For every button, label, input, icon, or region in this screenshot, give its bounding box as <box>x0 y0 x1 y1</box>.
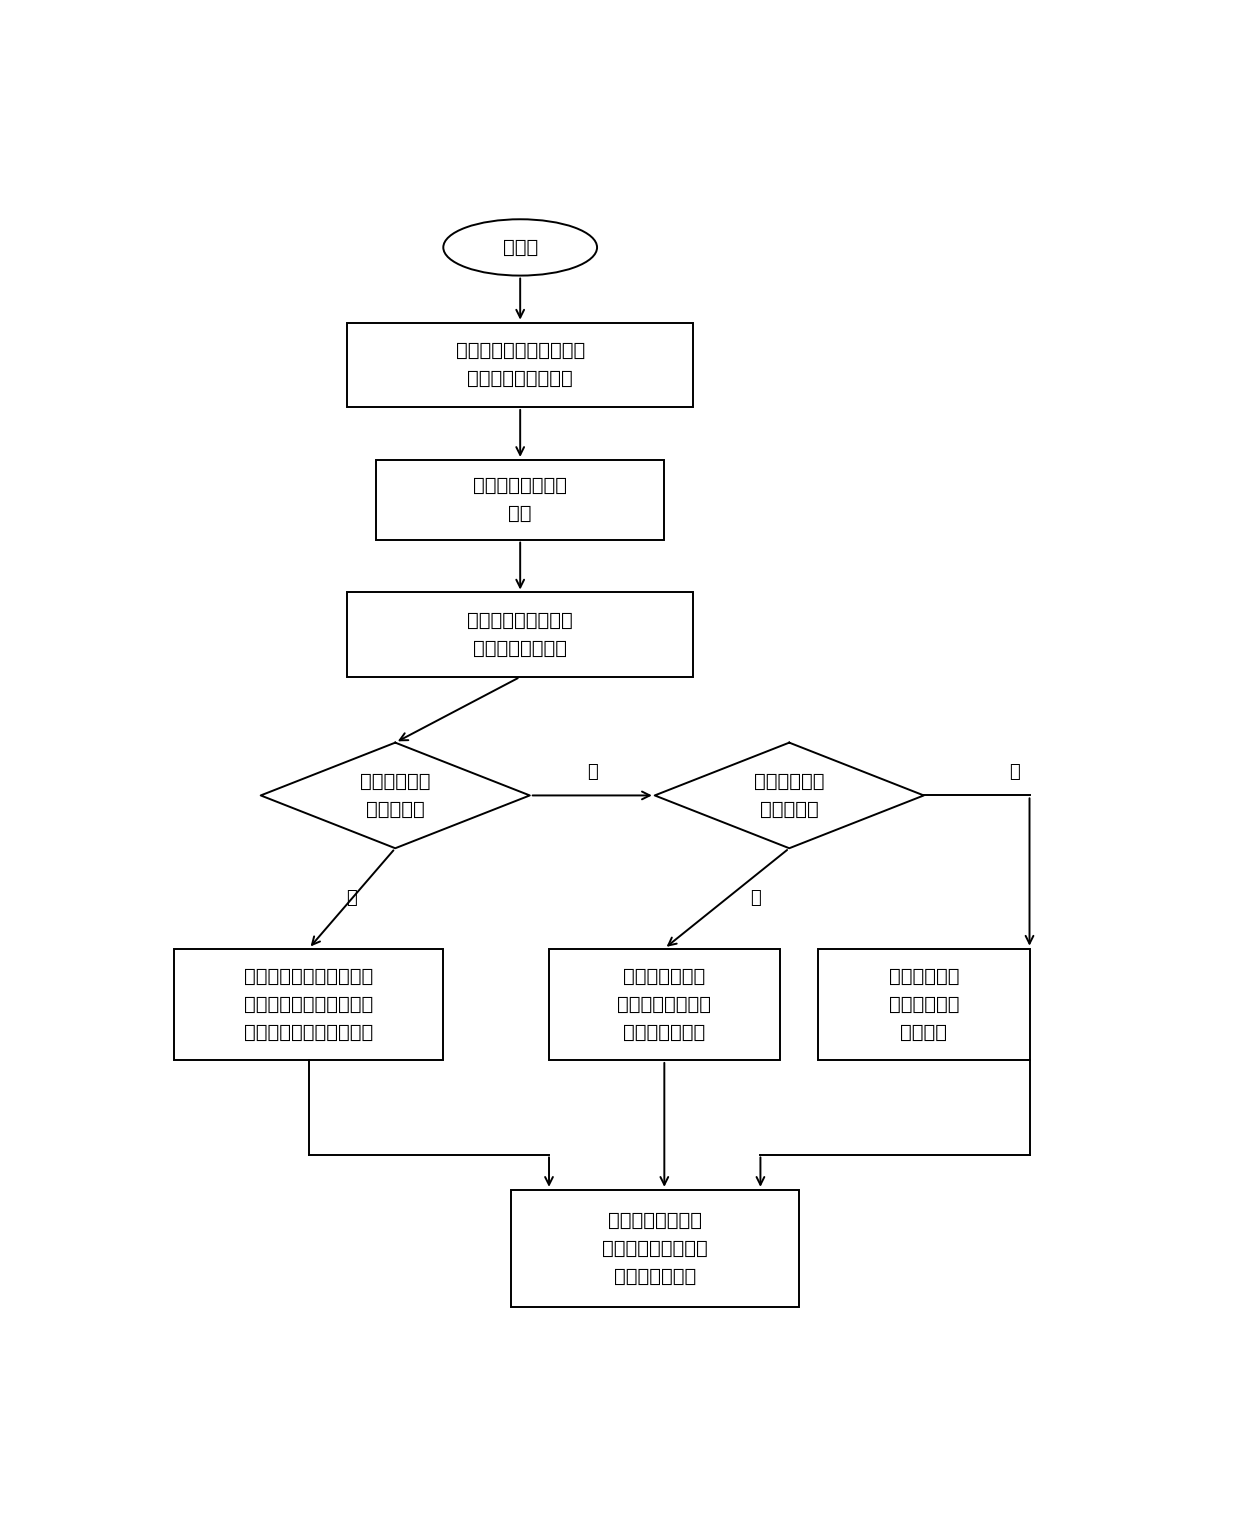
Text: 是否有某个方
差超过阀値: 是否有某个方 差超过阀値 <box>754 773 825 818</box>
Text: 对数据做高通滤波
处理: 对数据做高通滤波 处理 <box>474 475 567 523</box>
Text: 报告发生开关车
门、摇晒、撞击等
车辆状态给上层: 报告发生开关车 门、摇晒、撞击等 车辆状态给上层 <box>618 966 712 1042</box>
Text: 打开加速度传感器获得车
辆实时的加速度数据: 打开加速度传感器获得车 辆实时的加速度数据 <box>455 341 585 389</box>
Text: 通过进一步分析读数的其
他统计特征估算车辆运动
速度范围并告知上层应用: 通过进一步分析读数的其 他统计特征估算车辆运动 速度范围并告知上层应用 <box>244 966 373 1042</box>
Text: 方差是否均超
过设定阀値: 方差是否均超 过设定阀値 <box>360 773 430 818</box>
Bar <box>818 948 1029 1061</box>
Ellipse shape <box>444 219 598 276</box>
Text: 否: 否 <box>587 764 598 782</box>
Polygon shape <box>655 742 924 849</box>
Bar <box>347 323 693 407</box>
Text: 是: 是 <box>346 890 357 907</box>
Bar <box>376 460 665 539</box>
Bar <box>511 1190 799 1308</box>
Polygon shape <box>260 742 529 849</box>
Text: 否: 否 <box>1009 764 1019 782</box>
Text: 是: 是 <box>750 890 760 907</box>
Text: 初始化: 初始化 <box>502 238 538 258</box>
Text: 上层应用根据场景
发起响应，如报警、
开启定位等响应: 上层应用根据场景 发起响应，如报警、 开启定位等响应 <box>601 1212 708 1286</box>
Text: 将车辆静止未
发生异常告知
上层应用: 将车辆静止未 发生异常告知 上层应用 <box>889 966 959 1042</box>
Bar <box>347 593 693 677</box>
Bar <box>549 948 780 1061</box>
Bar <box>174 948 444 1061</box>
Text: 计算每一秒首加速度
传感器读数的方差: 计算每一秒首加速度 传感器读数的方差 <box>467 611 573 658</box>
